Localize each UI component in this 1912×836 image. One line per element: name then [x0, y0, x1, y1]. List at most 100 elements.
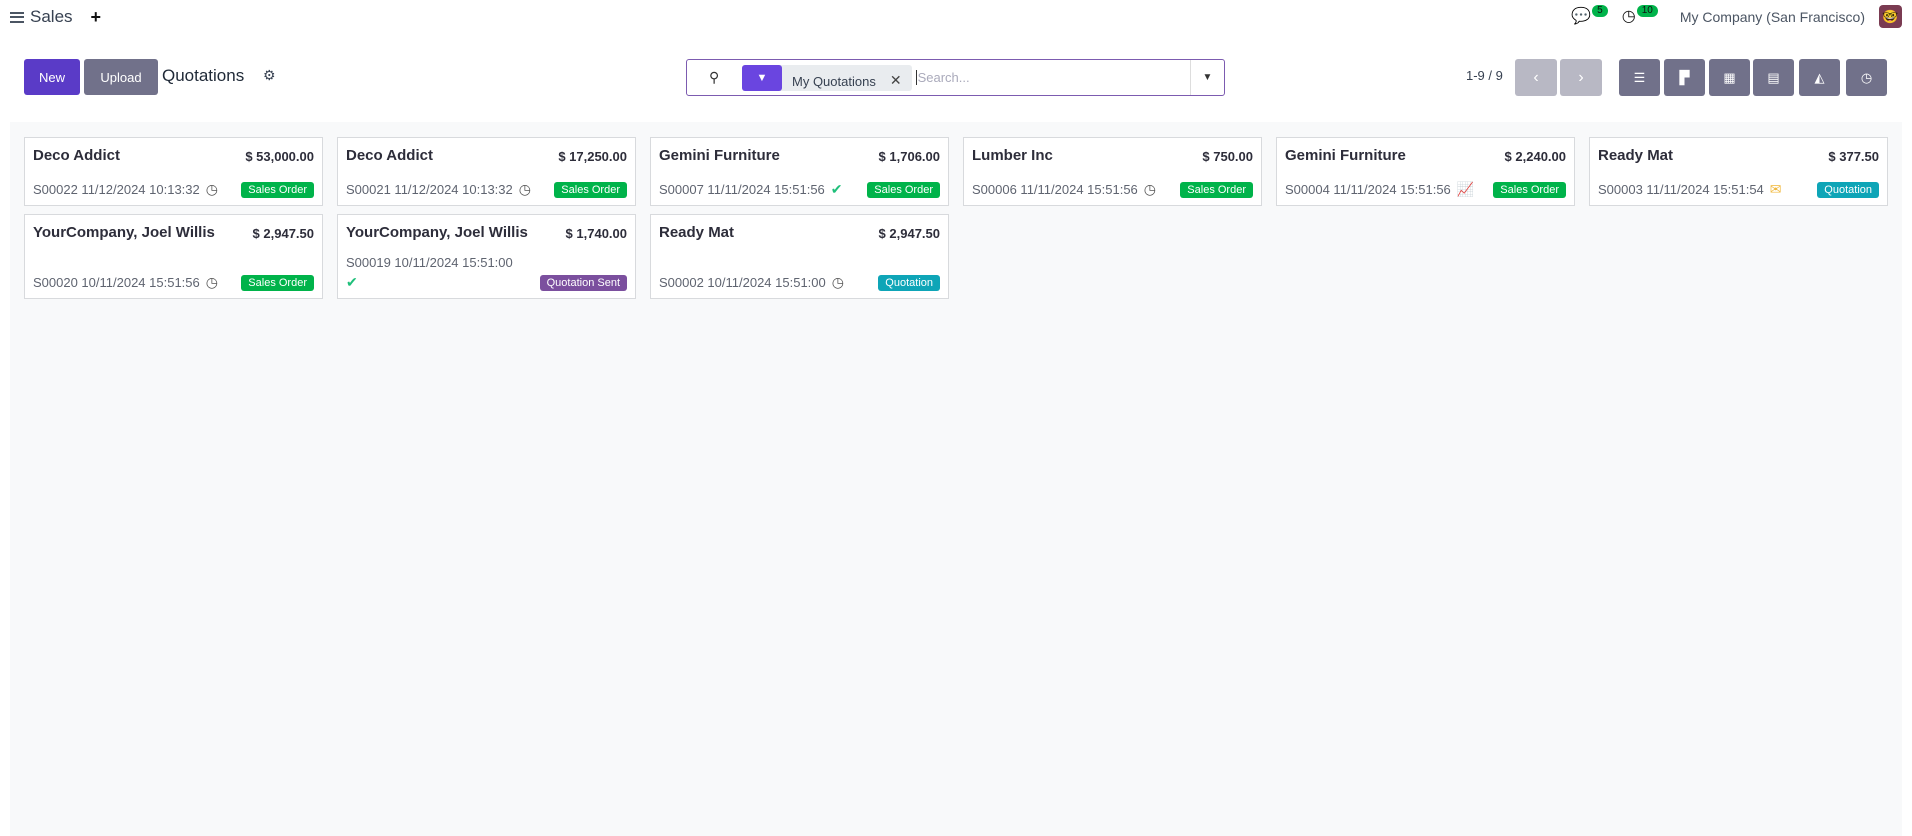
area-chart-icon: ◭ — [1814, 69, 1825, 85]
control-panel: New Upload Quotations ⚙ ⚲ ▼ My Quotation… — [10, 46, 1902, 110]
app-menu[interactable]: Sales — [10, 7, 73, 27]
order-reference: S00006 11/11/2024 15:51:56 — [972, 182, 1138, 197]
view-graph[interactable]: ◭ — [1799, 59, 1840, 96]
messages-button[interactable]: 💬 5 — [1571, 4, 1608, 28]
status-badge: Sales Order — [241, 181, 314, 198]
status-badge: Quotation — [878, 274, 940, 291]
search-dropdown-toggle[interactable]: ▼ — [1190, 60, 1224, 95]
kanban-card[interactable]: YourCompany, Joel Willis $ 1,740.00 S00019… — [337, 214, 636, 299]
status-badge: Sales Order — [1493, 181, 1566, 198]
kanban-card[interactable]: Lumber Inc $ 750.00 S00006 11/11/2024 15:5… — [963, 137, 1262, 206]
user-avatar[interactable]: 🤓 — [1879, 5, 1902, 28]
order-amount: $ 2,947.50 — [252, 226, 314, 241]
order-reference: S00003 11/11/2024 15:51:54 — [1598, 182, 1764, 197]
kanban-card[interactable]: Deco Addict $ 53,000.00 S00022 11/12/2024 … — [24, 137, 323, 206]
customer-name: Deco Addict — [346, 147, 433, 164]
order-amount: $ 17,250.00 — [558, 149, 627, 164]
kanban-area: Deco Addict $ 53,000.00 S00022 11/12/2024 … — [10, 122, 1902, 836]
view-calendar[interactable]: ▦ — [1709, 59, 1750, 96]
order-amount: $ 2,240.00 — [1504, 149, 1566, 164]
top-navbar: Sales + 💬 5 ◷ 10 My Company (San Francisco… — [0, 0, 1912, 34]
chat-icon: 💬 — [1571, 7, 1592, 25]
check-icon[interactable]: ✔ — [346, 274, 358, 290]
customer-name: Gemini Furniture — [1285, 147, 1406, 164]
kanban-card[interactable]: Ready Mat $ 377.50 S00003 11/11/2024 15:51… — [1589, 137, 1888, 206]
new-button[interactable]: New — [24, 59, 80, 95]
chart-icon[interactable]: 📈 — [1456, 181, 1475, 197]
status-badge: Sales Order — [867, 181, 940, 198]
status-badge: Sales Order — [554, 181, 627, 198]
customer-name: YourCompany, Joel Willis — [346, 224, 528, 241]
clock-icon[interactable]: ◷ — [831, 274, 844, 290]
customer-name: Deco Addict — [33, 147, 120, 164]
order-reference: S00004 11/11/2024 15:51:56 — [1285, 182, 1451, 197]
list-icon: ☰ — [1633, 69, 1646, 85]
view-kanban[interactable]: ▛ — [1664, 59, 1705, 96]
table-icon: ▤ — [1767, 69, 1780, 85]
pager-value[interactable]: 1-9 / 9 — [1466, 68, 1503, 83]
filter-facet: ▼ My Quotations ✕ — [742, 64, 912, 91]
caret-down-icon: ▼ — [1202, 72, 1213, 83]
kanban-grid: Deco Addict $ 53,000.00 S00022 11/12/2024 … — [24, 137, 1888, 299]
customer-name: Ready Mat — [1598, 147, 1674, 164]
remove-facet-icon[interactable]: ✕ — [889, 71, 902, 88]
status-badge: Sales Order — [1180, 181, 1253, 198]
activities-badge: 10 — [1636, 4, 1658, 17]
search-icon[interactable]: ⚲ — [709, 69, 720, 85]
order-reference: S00021 11/12/2024 10:13:32 — [346, 182, 513, 197]
search-bar: ⚲ ▼ My Quotations ✕ Search... ▼ — [686, 59, 1225, 96]
status-badge: Sales Order — [241, 274, 314, 291]
facet-label: My Quotations — [792, 73, 876, 89]
status-badge: Quotation — [1817, 181, 1879, 198]
chevron-left-icon: ‹ — [1533, 68, 1539, 86]
kanban-card[interactable]: Gemini Furniture $ 1,706.00 S00007 11/11/2… — [650, 137, 949, 206]
order-amount: $ 750.00 — [1202, 149, 1253, 164]
order-amount: $ 1,706.00 — [878, 149, 940, 164]
messages-badge: 5 — [1592, 4, 1608, 17]
customer-name: Lumber Inc — [972, 147, 1053, 164]
upload-button[interactable]: Upload — [84, 59, 158, 95]
company-switcher[interactable]: My Company (San Francisco) — [1679, 8, 1865, 25]
search-input[interactable]: Search... — [915, 70, 1190, 85]
kanban-card[interactable]: Ready Mat $ 2,947.50 S00002 10/11/2024 15:… — [650, 214, 949, 299]
order-reference: S00019 10/11/2024 15:51:00 — [346, 255, 513, 270]
customer-name: Ready Mat — [659, 224, 735, 241]
view-activity[interactable]: ◷ — [1846, 59, 1887, 96]
order-amount: $ 377.50 — [1828, 149, 1879, 164]
calendar-icon: ▦ — [1723, 69, 1736, 85]
customer-name: YourCompany, Joel Willis — [33, 224, 215, 241]
status-badge: Quotation Sent — [539, 274, 627, 291]
kanban-icon: ▛ — [1679, 69, 1690, 85]
kanban-card[interactable]: YourCompany, Joel Willis $ 2,947.50 S00020… — [24, 214, 323, 299]
clock-icon[interactable]: ◷ — [1143, 181, 1157, 197]
app-name[interactable]: Sales — [30, 7, 73, 26]
pager-next[interactable]: › — [1560, 59, 1602, 96]
view-list[interactable]: ☰ — [1619, 59, 1660, 96]
chevron-right-icon: › — [1578, 68, 1584, 86]
order-amount: $ 1,740.00 — [565, 226, 627, 241]
order-amount: $ 2,947.50 — [878, 226, 940, 241]
activities-button[interactable]: ◷ 10 — [1621, 4, 1658, 28]
page-title: Quotations — [162, 66, 245, 85]
gear-icon[interactable]: ⚙ — [263, 67, 276, 83]
kanban-card[interactable]: Gemini Furniture $ 2,240.00 S00004 11/11/2… — [1276, 137, 1575, 206]
clock-icon[interactable]: ◷ — [205, 181, 218, 197]
customer-name: Gemini Furniture — [659, 147, 780, 164]
clock-icon[interactable]: ◷ — [205, 274, 218, 290]
plus-icon[interactable]: + — [90, 6, 102, 27]
filter-icon: ▼ — [742, 64, 782, 91]
check-icon[interactable]: ✔ — [830, 181, 843, 197]
envelope-icon[interactable]: ✉ — [1769, 181, 1782, 197]
order-reference: S00007 11/11/2024 15:51:56 — [659, 182, 825, 197]
view-pivot[interactable]: ▤ — [1753, 59, 1794, 96]
order-reference: S00020 10/11/2024 15:51:56 — [33, 275, 200, 290]
kanban-card[interactable]: Deco Addict $ 17,250.00 S00021 11/12/2024 … — [337, 137, 636, 206]
pager-previous[interactable]: ‹ — [1515, 59, 1557, 96]
order-reference: S00022 11/12/2024 10:13:32 — [33, 182, 200, 197]
order-amount: $ 53,000.00 — [245, 149, 314, 164]
clock-icon[interactable]: ◷ — [518, 181, 531, 197]
clock-icon: ◷ — [1860, 69, 1873, 85]
order-reference: S00002 10/11/2024 15:51:00 — [659, 275, 826, 290]
hamburger-icon[interactable] — [10, 11, 24, 23]
clock-icon: ◷ — [1621, 7, 1636, 25]
